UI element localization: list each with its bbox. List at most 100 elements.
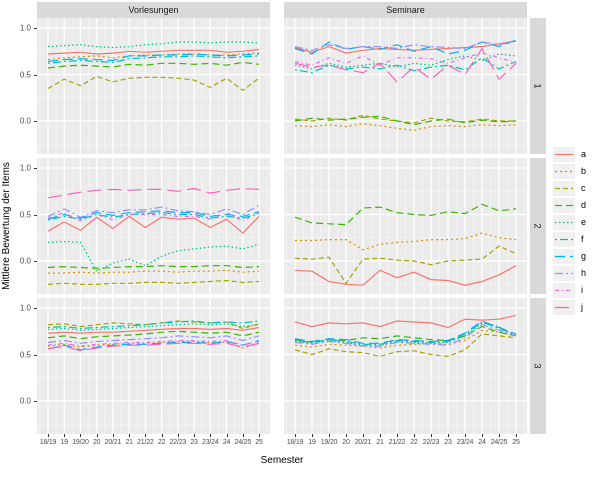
series-line-b (294, 329, 517, 349)
x-tick-label: 24 (222, 439, 231, 446)
series-line-g (47, 53, 260, 63)
legend-key-c (553, 180, 575, 196)
x-tick-mark (380, 434, 381, 437)
x-tick-label: 23/24 (202, 439, 219, 446)
legend-key-i (553, 282, 575, 298)
x-tick-label: 20 (342, 439, 350, 446)
x-tick-label: 19 (60, 439, 69, 446)
facet-strip-vorlesungen: Vorlesungen (37, 2, 270, 18)
series-line-e (47, 240, 260, 272)
x-tick-mark (414, 434, 415, 437)
facet-panel-seminare-2 (284, 158, 527, 294)
x-tick-label: 23 (190, 439, 198, 446)
facet-panel-vorlesungen-1 (37, 18, 270, 154)
series-line-a (294, 265, 517, 286)
legend-label-b: b (581, 166, 587, 176)
x-tick-mark (448, 434, 449, 437)
series-line-h (47, 204, 260, 218)
x-tick-mark (312, 434, 313, 437)
x-tick-mark (194, 434, 196, 437)
y-tick-label: 0.0 (19, 396, 31, 406)
x-tick-label: 24/25 (234, 439, 252, 446)
legend-label-d: d (581, 200, 587, 210)
facet-strip-seminare: Seminare (284, 2, 527, 18)
x-tick-mark (177, 434, 179, 437)
series-line-a (47, 48, 260, 55)
x-tick-mark (161, 434, 163, 437)
series-line-i (47, 211, 260, 222)
series-line-f (294, 321, 517, 345)
x-tick-mark (516, 434, 517, 437)
facet-strip-row-3-label: 3 (532, 363, 543, 369)
x-tick-label: 19/20 (320, 439, 338, 446)
y-axis-title-text: Mittlere Bewertung der Items (1, 162, 12, 290)
y-tick-mark (34, 121, 37, 122)
series-line-c (47, 75, 260, 92)
facet-strip-row-2-label: 2 (532, 223, 543, 229)
x-tick-mark (145, 434, 147, 437)
facet-panel-seminare-1 (284, 18, 527, 154)
series-line-d (47, 265, 260, 270)
series-line-h (294, 40, 517, 51)
series-line-c (47, 279, 260, 285)
series-line-f (47, 55, 260, 64)
y-tick-label: 0.0 (19, 256, 31, 266)
x-tick-label: 18/19 (286, 439, 304, 446)
legend-entry-b: b (553, 163, 586, 179)
series-line-c (294, 114, 516, 124)
y-tick-mark (34, 28, 37, 29)
series-line-b (294, 123, 517, 131)
legend-label-a: a (581, 149, 587, 159)
y-axis-title: Mittlere Bewertung der Items (1, 126, 13, 326)
gridlines (37, 18, 270, 154)
series-line-g (47, 339, 260, 351)
series-line-c (294, 245, 517, 285)
y-tick-label: 1.0 (19, 303, 31, 313)
series-line-f (47, 320, 260, 330)
facet-strip-row-1: 1 (530, 18, 546, 154)
series-line-j (47, 342, 260, 352)
x-tick-mark (346, 434, 347, 437)
facet-panel-vorlesungen-2 (37, 158, 270, 294)
x-tick-mark (259, 434, 260, 437)
x-tick-mark (48, 434, 49, 437)
gridlines (284, 18, 527, 154)
x-tick-label: 25 (512, 439, 520, 446)
y-tick-mark (34, 168, 37, 169)
series-line-b (48, 269, 260, 274)
x-tick-mark (96, 434, 98, 437)
x-tick-mark (465, 434, 466, 437)
legend-entry-j: j (553, 299, 586, 315)
legend-entry-c: c (553, 180, 586, 196)
series-line-c (294, 333, 517, 358)
legend-entry-h: h (553, 265, 586, 281)
x-tick-mark (112, 434, 114, 437)
legend-label-j: j (581, 302, 583, 312)
x-tick-mark (363, 434, 364, 437)
y-tick-label: 0.5 (19, 350, 31, 359)
facet-strip-row-3: 3 (530, 298, 546, 434)
series-line-i (47, 339, 260, 347)
facet-panel-vorlesungen-3 (37, 298, 270, 434)
gridlines (284, 158, 527, 294)
y-tick-mark (34, 354, 37, 356)
legend-key-b (553, 163, 575, 179)
series-line-j (47, 187, 260, 199)
x-tick-mark (397, 434, 398, 437)
y-tick-label: 1.0 (19, 23, 31, 33)
x-tick-label: 20 (92, 439, 101, 446)
series-line-g (294, 320, 517, 344)
x-tick-label: 21/22 (137, 439, 154, 446)
series-line-b (47, 340, 260, 349)
series-line-f (294, 57, 517, 74)
legend-key-f (553, 231, 575, 247)
series-line-h (294, 324, 517, 347)
legend-key-d (553, 197, 575, 213)
x-tick-mark (226, 434, 228, 437)
series-line-a (47, 215, 260, 234)
series-line-f (47, 211, 260, 221)
series-line-h (47, 335, 260, 344)
y-tick-mark (34, 261, 37, 262)
legend-label-h: h (581, 268, 587, 278)
x-tick-label: 21 (125, 439, 133, 446)
